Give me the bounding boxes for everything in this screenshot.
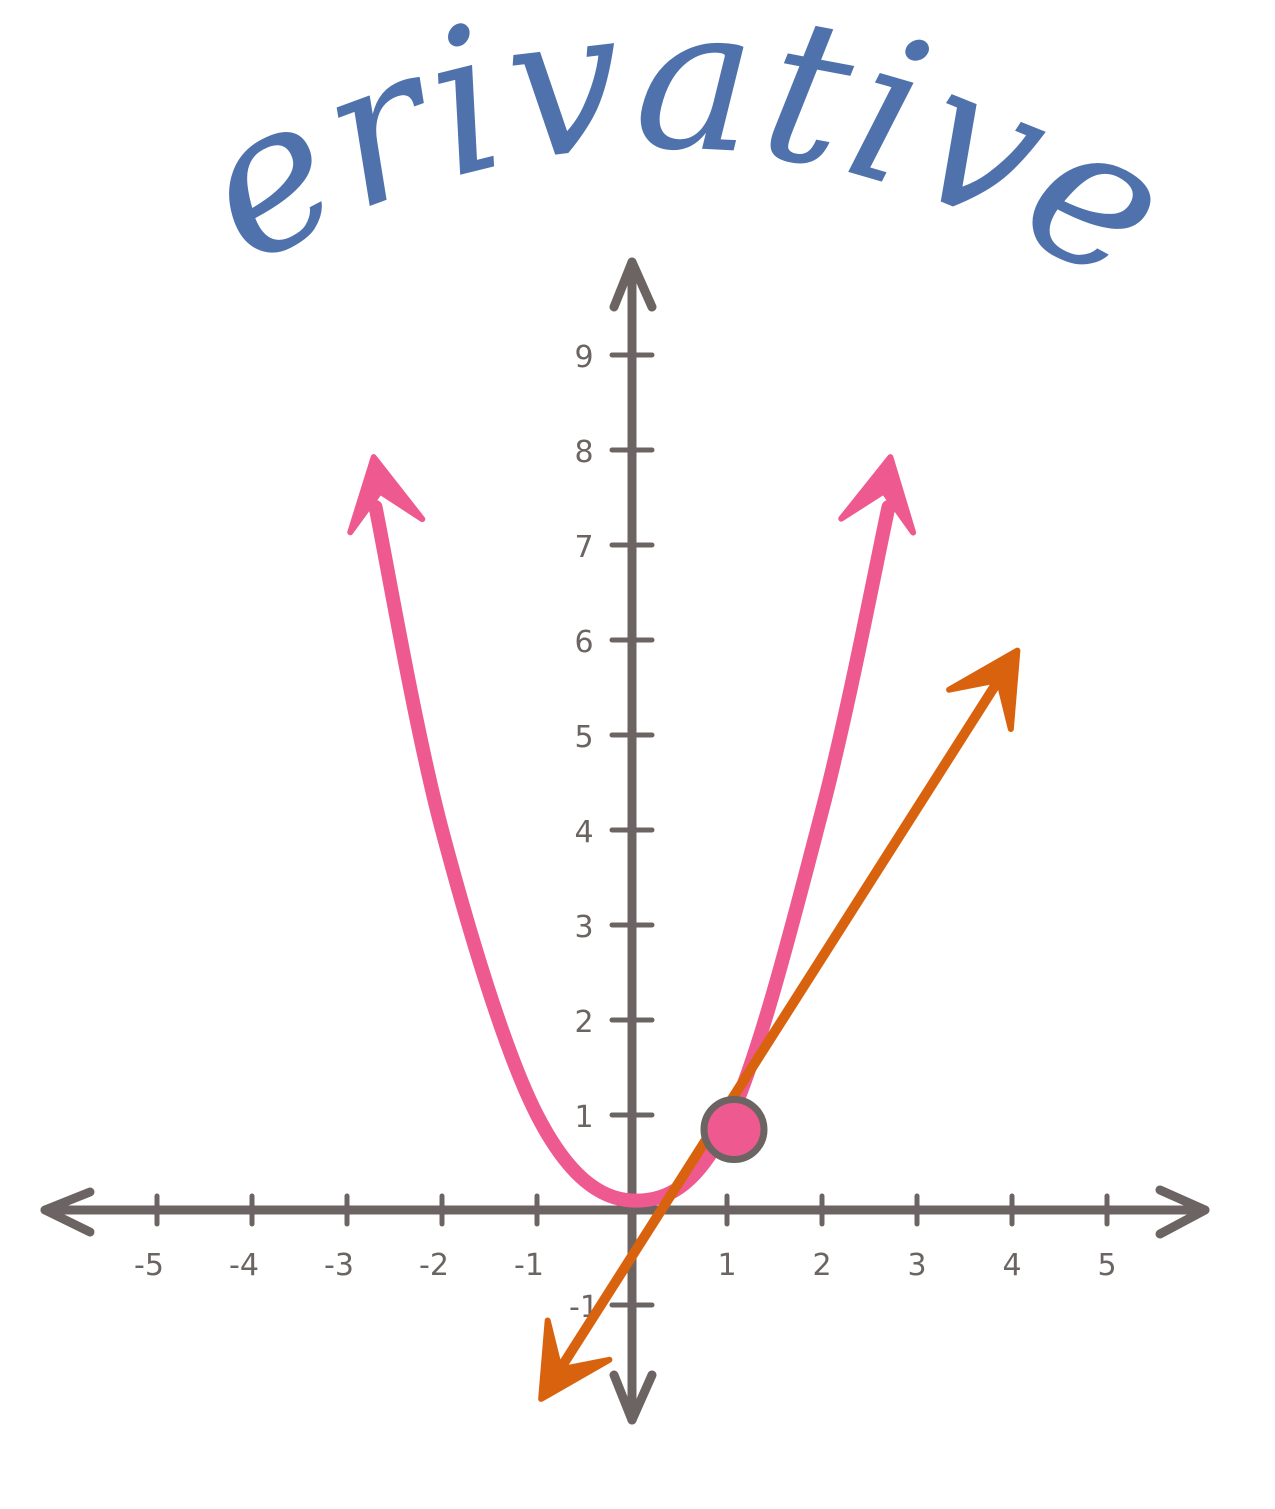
x-axis-right-arrow: [1155, 1185, 1210, 1239]
y-tick-label: 7: [574, 530, 593, 565]
x-tick-label: -2: [419, 1248, 449, 1283]
y-axis-bottom-arrow: [609, 1370, 657, 1425]
y-tick-label: 8: [574, 435, 593, 470]
tangent-start-arrowhead: [538, 1317, 613, 1402]
tangent-point: [700, 1096, 768, 1163]
parabola-curve: [368, 500, 896, 1208]
y-tick-label: 4: [574, 815, 593, 850]
y-tick-label: 9: [574, 340, 593, 375]
y-tick-label: 2: [574, 1005, 593, 1040]
x-axis-left-arrow: [40, 1187, 95, 1237]
y-tick-label: 3: [574, 910, 593, 945]
x-tick-label: 3: [907, 1248, 926, 1283]
y-tick-label: 6: [574, 625, 593, 660]
chart-title: Derivatives: [0, 0, 1208, 331]
curve-right-arrowhead: [838, 454, 917, 536]
curve-left-arrowhead: [347, 454, 426, 536]
y-tick-label: 5: [574, 720, 593, 755]
y-axis-top-arrow: [609, 257, 657, 312]
x-tick-label: -4: [229, 1248, 259, 1283]
axes: [40, 257, 1210, 1425]
y-tick-label: 1: [574, 1100, 593, 1135]
x-tick-label: -3: [324, 1248, 354, 1283]
x-tick-label: 2: [812, 1248, 831, 1283]
tangent-end-arrowhead: [946, 647, 1021, 732]
series-layer: [347, 454, 1021, 1402]
x-tick-label: 5: [1097, 1248, 1116, 1283]
tangent-line: [541, 654, 1017, 1396]
x-tick-label: -5: [134, 1248, 164, 1283]
x-tick-label: -1: [514, 1248, 544, 1283]
chart-title-path: Derivatives: [0, 0, 1204, 331]
x-tick-label: 4: [1002, 1248, 1021, 1283]
x-tick-label: 1: [717, 1248, 736, 1283]
